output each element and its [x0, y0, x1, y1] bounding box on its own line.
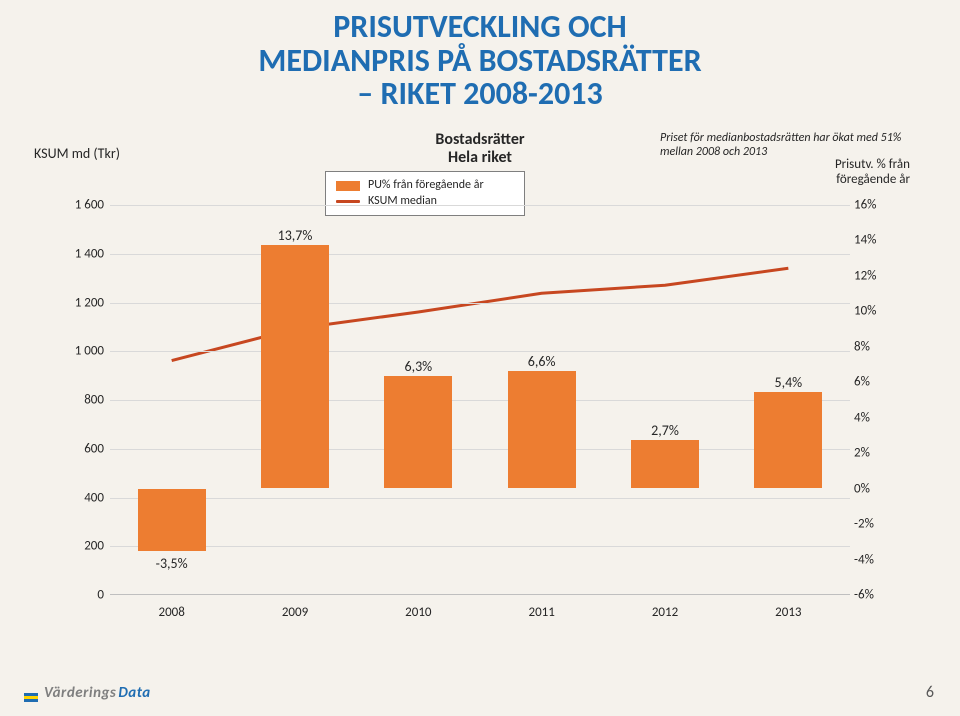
y-tick-right: 14% [854, 233, 898, 248]
slide: PRISUTVECKLING OCH MEDIANPRIS PÅ BOSTADS… [0, 0, 960, 716]
chart-note: Priset för medianbostadsrätten har ökat … [660, 131, 910, 160]
bar [754, 392, 822, 488]
y-tick-left: 600 [58, 441, 104, 456]
bar-value-label: 6,6% [528, 353, 556, 370]
bar [384, 376, 452, 488]
y-tick-right: 10% [854, 304, 898, 319]
y-tick-right: 8% [854, 339, 898, 354]
gridline [110, 351, 850, 352]
slide-title: PRISUTVECKLING OCH MEDIANPRIS PÅ BOSTADS… [0, 10, 960, 111]
y-tick-left: 1 600 [58, 198, 104, 213]
x-tick: 2009 [282, 605, 308, 620]
bar [138, 489, 206, 551]
y-tick-left: 800 [58, 393, 104, 408]
gridline [110, 254, 850, 255]
y-tick-right: 4% [854, 410, 898, 425]
y-tick-right: 6% [854, 375, 898, 390]
bar-value-label: -3,5% [156, 555, 188, 572]
y-tick-right: -2% [854, 517, 898, 532]
y-tick-right: 2% [854, 446, 898, 461]
y-tick-left: 200 [58, 539, 104, 554]
bar-value-label: 2,7% [651, 422, 679, 439]
logo-text-a: Värderings [44, 684, 116, 702]
logo-flag-icon [24, 693, 38, 702]
bar [261, 245, 329, 488]
bar-value-label: 5,4% [774, 374, 802, 391]
gridline [110, 449, 850, 450]
y-tick-left: 1 400 [58, 246, 104, 261]
y-axis-right-title: Prisutv. % från föregående år [790, 157, 910, 187]
plot-area: 02004006008001 0001 2001 4001 600-6%-4%-… [110, 205, 850, 595]
y-tick-left: 1 200 [58, 295, 104, 310]
x-tick: 2013 [775, 605, 801, 620]
legend-swatch-bar [336, 181, 360, 191]
gridline [110, 546, 850, 547]
y-tick-left: 0 [58, 588, 104, 603]
gridline [110, 400, 850, 401]
y-tick-left: 400 [58, 490, 104, 505]
page-number: 6 [926, 683, 934, 702]
logo-text-b: Data [118, 684, 150, 702]
bar [508, 371, 576, 488]
bar-value-label: 13,7% [278, 227, 313, 244]
x-tick: 2011 [528, 605, 554, 620]
x-tick: 2008 [158, 605, 184, 620]
y-tick-left: 1 000 [58, 344, 104, 359]
legend-label: PU% från föregående år [368, 178, 484, 194]
x-tick: 2012 [652, 605, 678, 620]
footer-logo: Värderings Data [24, 684, 151, 702]
bar [631, 440, 699, 488]
y-tick-right: 16% [854, 198, 898, 213]
y-tick-right: 0% [854, 481, 898, 496]
chart: Bostadsrätter Hela riket Priset för medi… [60, 135, 900, 635]
legend-item: PU% från föregående år [336, 178, 514, 194]
bar-value-label: 6,3% [404, 358, 432, 375]
legend-swatch-line [336, 200, 360, 203]
y-tick-right: -4% [854, 552, 898, 567]
gridline [110, 303, 850, 304]
y-axis-left-title: KSUM md (Tkr) [34, 145, 120, 162]
y-tick-right: -6% [854, 588, 898, 603]
y-tick-right: 12% [854, 268, 898, 283]
gridline [110, 205, 850, 206]
x-tick: 2010 [405, 605, 431, 620]
gridline [110, 498, 850, 499]
